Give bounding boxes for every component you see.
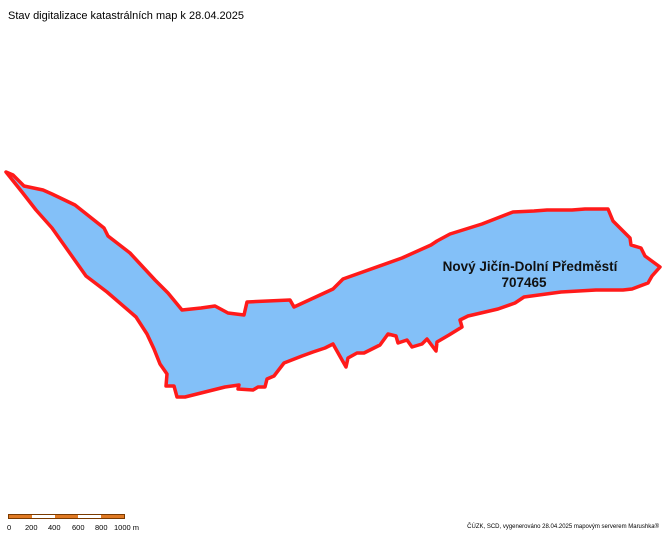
area-name-label: Nový Jičín-Dolní Předměstí (443, 259, 619, 274)
cadastral-area-polygon[interactable] (4, 170, 662, 399)
attribution-text: ČÚZK, SCD, vygenerováno 28.04.2025 mapov… (467, 524, 659, 530)
scale-segment (78, 515, 101, 518)
area-code-label: 707465 (501, 275, 547, 290)
scale-label: 400 (48, 523, 61, 532)
scale-track (8, 514, 125, 519)
scale-bar: 0 200 400 600 800 1000 m (7, 514, 148, 538)
scale-segment (101, 515, 124, 518)
scale-segment (55, 515, 78, 518)
scale-segment (32, 515, 55, 518)
scale-label: 800 (95, 523, 108, 532)
scale-label: 600 (72, 523, 85, 532)
map-title: Stav digitalizace katastrálních map k 28… (8, 10, 245, 22)
scale-segment (9, 515, 32, 518)
scale-label: 1000 m (114, 523, 140, 532)
scale-label: 0 (7, 523, 12, 532)
scale-label: 200 (25, 523, 38, 532)
